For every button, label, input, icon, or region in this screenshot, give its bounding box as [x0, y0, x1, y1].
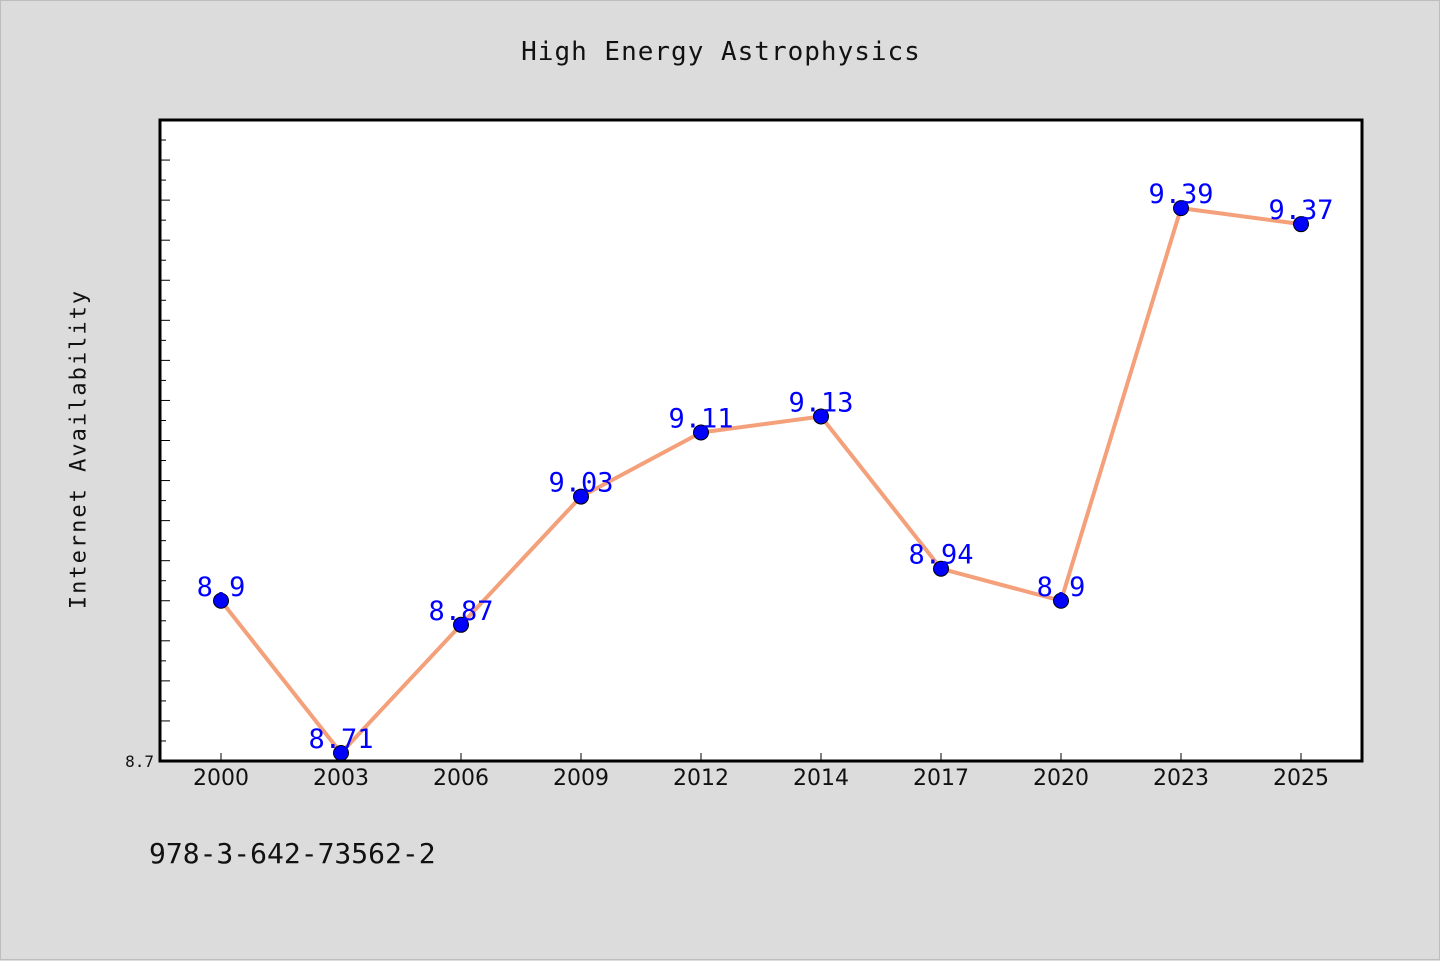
- data-label: 8.94: [908, 540, 973, 571]
- x-tick-label: 2009: [553, 766, 609, 791]
- data-point: [813, 408, 829, 425]
- data-point: [213, 592, 229, 609]
- data-point: [933, 560, 949, 577]
- y-tick-label: 8.7: [125, 752, 154, 771]
- x-tick-label: 2023: [1153, 766, 1209, 791]
- x-tick-label: 2003: [313, 766, 369, 791]
- x-tick-label: 2012: [673, 766, 729, 791]
- x-tick-label: 2020: [1033, 766, 1089, 791]
- x-tick-label: 2014: [793, 766, 849, 791]
- data-point: [1293, 216, 1309, 233]
- plot-area: [160, 120, 1362, 761]
- data-point: [573, 488, 589, 505]
- data-label: 8.9: [197, 572, 246, 603]
- data-point: [1173, 200, 1189, 217]
- x-tick-label: 2006: [433, 766, 489, 791]
- series-line: [219, 206, 1302, 755]
- data-label: 9.13: [788, 387, 853, 418]
- data-label: 9.39: [1148, 179, 1213, 210]
- data-point: [1053, 592, 1069, 609]
- x-tick-label: 2025: [1273, 766, 1329, 791]
- x-tick-label: 2017: [913, 766, 969, 791]
- data-label: 9.11: [668, 403, 733, 434]
- data-label: 9.03: [548, 468, 613, 499]
- isbn-text: 978-3-642-73562-2: [149, 837, 436, 870]
- data-point: [693, 424, 709, 441]
- chart-title: High Energy Astrophysics: [521, 37, 921, 67]
- plot-border: [158, 118, 1364, 763]
- x-tick-label: 2000: [193, 766, 249, 791]
- data-point: [453, 616, 469, 633]
- data-label: 8.71: [308, 724, 373, 755]
- data-label: 8.87: [428, 596, 493, 627]
- data-label: 9.37: [1268, 195, 1333, 226]
- data-label: 8.9: [1037, 572, 1086, 603]
